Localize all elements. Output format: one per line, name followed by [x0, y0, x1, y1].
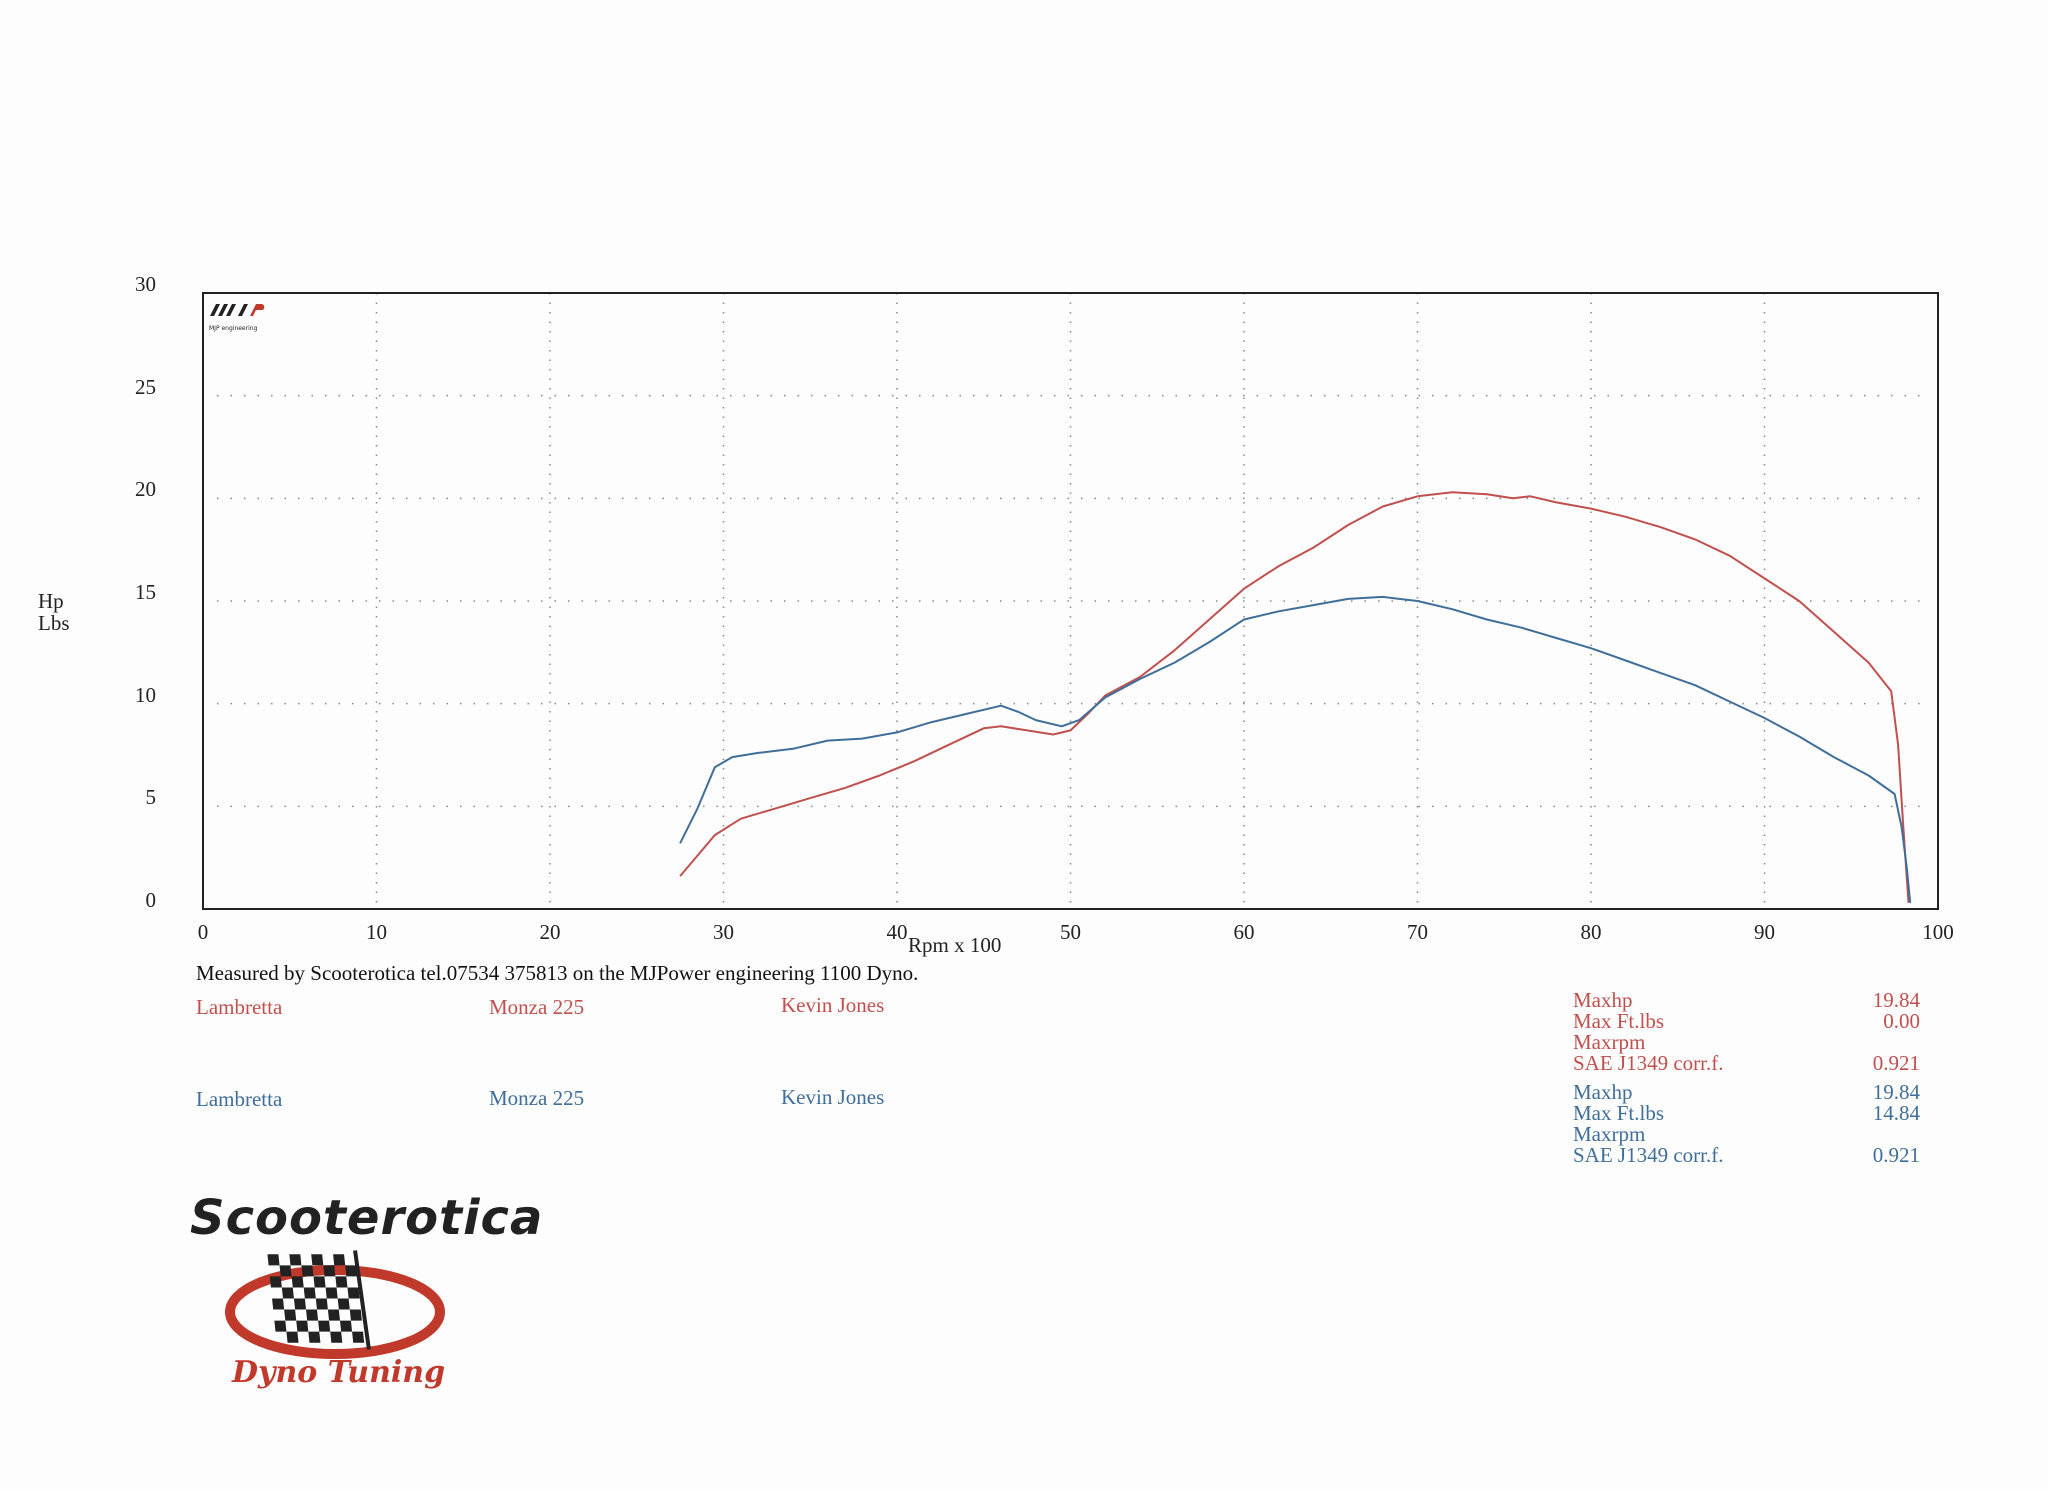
run-1-make: Lambretta [196, 995, 283, 1019]
x-tick-label: 70 [1407, 920, 1428, 944]
plot-frame [202, 292, 1939, 910]
x-axis-label: Rpm x 100 [908, 933, 1002, 957]
checker-square [291, 1276, 304, 1288]
series-layer [679, 491, 1912, 903]
checker-square [318, 1320, 331, 1332]
checker-square [330, 1331, 343, 1343]
logo-title: Scooterotica [190, 1190, 544, 1246]
run-2-owner: Kevin Jones [781, 1085, 885, 1109]
checker-square [333, 1254, 346, 1266]
run-1-stat-value: 0.00 [1883, 1009, 1920, 1033]
checker-square [293, 1298, 307, 1310]
checker-square [327, 1309, 340, 1321]
checker-square [267, 1254, 280, 1266]
run-2-stat-value: 19.84 [1872, 1080, 1920, 1104]
checker-square [296, 1320, 309, 1332]
checker-square [315, 1298, 328, 1310]
x-tick-label: 0 [197, 920, 209, 944]
run-1-owner: Kevin Jones [781, 993, 885, 1017]
checker-square [274, 1320, 287, 1332]
y-axis-label-line-2: Lbs [38, 611, 70, 635]
run-2-model: Monza 225 [489, 1086, 585, 1110]
x-tick-label: 50 [1060, 920, 1081, 944]
series-line-2 [679, 595, 1912, 903]
x-tick-label: 30 [713, 920, 734, 944]
run-1-stat-label: Maxhp [1573, 988, 1633, 1012]
y-tick-label: 10 [135, 682, 156, 707]
checkered-flag-icon [267, 1254, 365, 1343]
checker-square [347, 1287, 360, 1299]
run-2-stat-label: SAE J1349 corr.f. [1573, 1143, 1724, 1167]
series-line-1 [679, 491, 1910, 903]
mjp-logo [210, 304, 265, 316]
logo-emblem [225, 1250, 445, 1359]
y-tick-label: 20 [135, 477, 156, 502]
checker-square [335, 1276, 348, 1288]
x-tick-label: 100 [1922, 920, 1954, 944]
y-tick-label: 30 [135, 272, 156, 296]
checker-square [323, 1265, 336, 1277]
checker-square [279, 1265, 292, 1277]
checker-square [308, 1331, 321, 1343]
mjp-logo-text: MJP engineering [209, 325, 258, 332]
logo-subtitle: Dyno Tuning [232, 1355, 446, 1390]
checker-square [306, 1309, 319, 1321]
checker-square [281, 1287, 294, 1299]
y-axis-label: Hp Lbs [38, 590, 70, 634]
checker-square [289, 1254, 302, 1266]
run-2-stat-value: 0.921 [1872, 1143, 1920, 1167]
x-tick-label: 60 [1233, 920, 1255, 944]
checker-square [269, 1276, 282, 1288]
checker-square [301, 1265, 314, 1277]
run-2-make: Lambretta [196, 1087, 283, 1111]
x-tick-label: 20 [539, 920, 561, 944]
run-1-stat-label: Max Ft.lbs [1573, 1009, 1665, 1033]
checker-square [313, 1276, 326, 1288]
checker-square [311, 1254, 324, 1266]
y-tick-label: 5 [145, 785, 157, 810]
checker-square [286, 1331, 299, 1343]
run-2-stat-label: Maxhp [1573, 1080, 1633, 1104]
y-tick-label: 25 [135, 374, 156, 399]
checker-square [345, 1265, 358, 1277]
run-2-stat-label: Max Ft.lbs [1573, 1101, 1665, 1125]
run-1-stat-value: 0.921 [1872, 1051, 1920, 1075]
run-1-stat-label: SAE J1349 corr.f. [1573, 1051, 1724, 1075]
checker-square [349, 1309, 362, 1321]
y-tick-label: 15 [135, 580, 156, 604]
x-tick-label: 10 [366, 920, 387, 944]
checker-square [337, 1298, 350, 1310]
run-2-stat-value: 14.84 [1872, 1101, 1920, 1125]
chart-grid [217, 293, 1924, 909]
y-axis-label-line-1: Hp [38, 589, 64, 613]
run-1-stat-value: 19.84 [1872, 988, 1920, 1012]
x-tick-label: 80 [1580, 920, 1602, 944]
checker-square [303, 1287, 316, 1299]
measured-by-text: Measured by Scooterotica tel.07534 37581… [196, 961, 919, 985]
run-2-stat-label: Maxrpm [1573, 1122, 1646, 1146]
checker-square [352, 1331, 365, 1343]
checker-square [284, 1309, 297, 1321]
x-tick-label: 40 [886, 920, 908, 944]
x-tick-label: 90 [1754, 920, 1775, 944]
run-1-model: Monza 225 [489, 995, 585, 1019]
checker-square [325, 1287, 338, 1299]
y-tick-label: 0 [145, 888, 157, 912]
run-1-stat-label: Maxrpm [1573, 1030, 1646, 1054]
checker-square [339, 1320, 353, 1332]
checker-square [272, 1298, 285, 1310]
